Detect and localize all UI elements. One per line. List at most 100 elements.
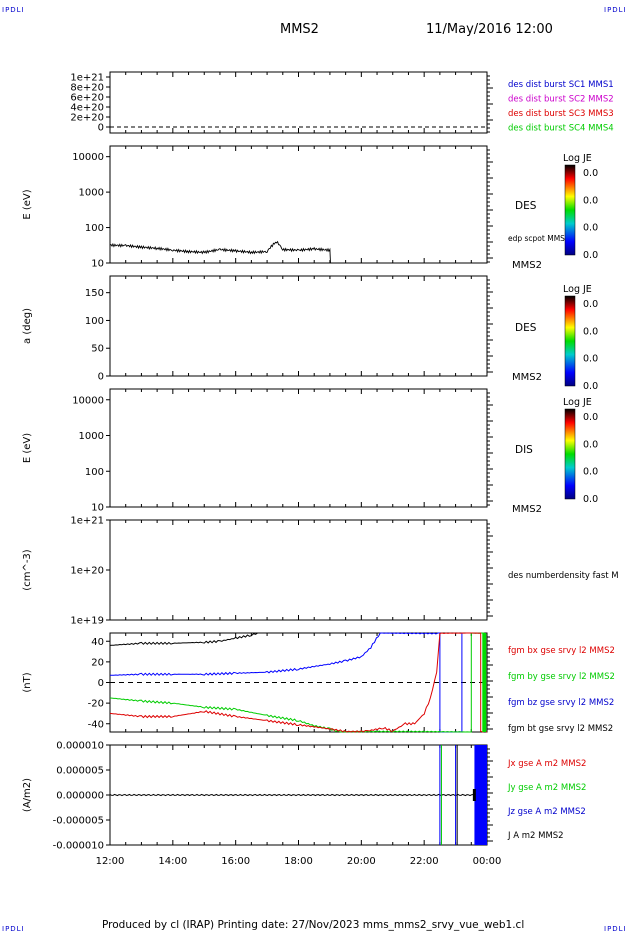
legend-entry: Jx gse A m2 MMS2 [507,759,586,769]
y-tick-label: 1e+19 [70,616,104,627]
y-tick-label: 1000 [79,188,104,199]
colorbar-tick-label: 0.0 [583,412,598,423]
spacecraft-title: MMS2 [280,22,319,37]
y-tick-label: 10 [91,259,104,270]
y-tick-label: 10 [91,503,104,514]
legend-entry: fgm bt gse srvy l2 MMS2 [508,724,613,734]
side-label: DES [515,200,537,212]
y-tick-label: 20 [91,657,104,668]
x-tick-label: 18:00 [284,856,313,867]
colorbar-title: Log JE [563,153,592,164]
probe-label: MMS2 [512,260,542,271]
footer-info: Produced by cl (IRAP) Printing date: 27/… [102,919,525,931]
y-tick-label: 0.000005 [56,766,104,777]
y-tick-label: 1000 [79,431,104,442]
y-tick-label: 0.000010 [56,741,104,752]
y-tick-label: 4e+20 [70,103,104,114]
panel-frame [109,388,488,508]
legend-entry: des dist burst SC3 MMS3 [508,109,614,119]
colorbar-tick-label: 0.0 [583,494,598,505]
series-line [109,632,264,646]
panel-frame [109,145,488,264]
colorbar-tick-label: 0.0 [583,326,598,337]
corner-label-bottom-right: IPDLI [604,925,627,933]
y-tick-label: 1e+21 [70,516,104,527]
side-label: DES [515,322,537,334]
colorbar-tick-label: 0.0 [583,467,598,478]
probe-label: MMS2 [512,504,542,515]
series-line [109,632,463,733]
legend-entry: Jz gse A m2 MMS2 [507,807,586,817]
legend-entry: des dist burst SC1 MMS1 [508,80,614,90]
y-tick-label: 1e+21 [70,73,104,84]
corner-label-top-left: IPDLI [2,6,25,14]
y-tick-label: 0 [98,123,104,134]
panel-frame [109,519,488,621]
colorbar-tick-label: 0.0 [583,299,598,310]
y-tick-label: 40 [91,637,104,648]
panel-frame [109,275,488,377]
side-sublabel: edp scpot MMS2 [508,234,570,243]
y-tick-label: 2e+20 [70,113,104,124]
y-tick-label: 100 [85,223,104,234]
colorbar [564,408,576,500]
y-tick-label: 10000 [72,152,104,163]
y-tick-label: 0.000000 [56,791,104,802]
y-tick-label: -0.000005 [53,816,104,827]
colorbar-title: Log JE [563,284,592,295]
corner-label-top-right: IPDLI [604,6,627,14]
burst-fill [482,633,487,732]
colorbar [564,164,576,256]
colorbar-tick-label: 0.0 [583,354,598,365]
x-tick-label: 12:00 [96,856,125,867]
legend-entry: des dist burst SC4 MMS4 [508,124,614,134]
y-axis-label: (nT) [22,672,33,692]
x-tick-label: 20:00 [347,856,376,867]
legend-entry: Jy gse A m2 MMS2 [507,783,586,793]
colorbar-tick-label: 0.0 [583,223,598,234]
colorbar-tick-label: 0.0 [583,439,598,450]
burst-core [472,789,476,801]
colorbar-tick-label: 0.0 [583,381,598,392]
y-tick-label: 150 [85,288,104,299]
colorbar-tick-label: 0.0 [583,195,598,206]
y-tick-label: -40 [88,719,104,730]
legend-entry: J A m2 MMS2 [507,831,564,841]
colorbar-tick-label: 0.0 [583,168,598,179]
side-label: des numberdensity fast M [508,571,619,581]
legend-entry: fgm bz gse srvy l2 MMS2 [508,698,614,708]
y-axis-label: E (eV) [22,189,33,219]
series-line-J [109,793,481,797]
y-tick-label: 0 [98,372,104,383]
y-tick-label: 0 [98,678,104,689]
legend-entry: fgm by gse srvy l2 MMS2 [508,672,615,682]
colorbar-title: Log JE [563,397,592,408]
x-tick-label: 14:00 [158,856,187,867]
y-tick-label: 10000 [72,395,104,406]
panel-frame [109,71,488,134]
probe-label: MMS2 [512,372,542,383]
y-tick-label: 100 [85,316,104,327]
y-axis-label: a (deg) [22,308,33,344]
series-line [109,632,488,733]
date-title: 11/May/2016 12:00 [426,22,553,37]
legend-entry: des dist burst SC2 MMS2 [508,95,614,105]
y-tick-label: 1e+20 [70,566,104,577]
y-tick-label: 8e+20 [70,83,104,94]
series-line [109,632,485,733]
legend-entry: fgm bx gse srvy l2 MMS2 [508,646,615,656]
side-label: DIS [515,444,533,456]
corner-label-bottom-left: IPDLI [2,925,25,933]
y-tick-label: 6e+20 [70,93,104,104]
y-axis-label: (A/m2) [22,778,33,812]
y-tick-label: 100 [85,467,104,478]
y-axis-label: E (eV) [22,433,33,463]
x-tick-label: 22:00 [410,856,439,867]
y-axis-label: (cm^-3) [22,549,33,590]
series-line-scpot [109,240,331,264]
x-tick-label: 16:00 [221,856,250,867]
colorbar-tick-label: 0.0 [583,250,598,261]
burst-fill [474,745,487,845]
x-tick-label: 00:00 [473,856,502,867]
